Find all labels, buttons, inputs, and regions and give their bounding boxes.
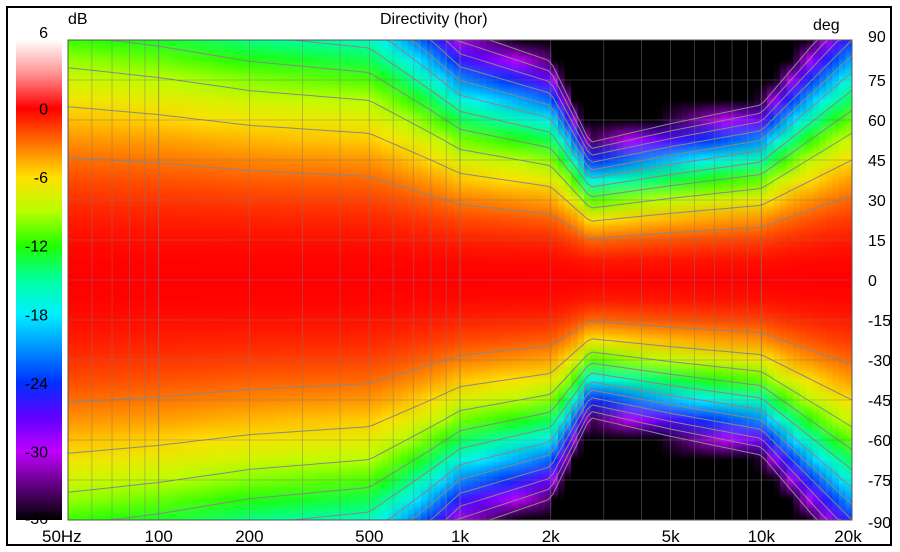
x-tick-label: 500 (355, 527, 383, 546)
y-tick-label: 0 (868, 273, 877, 290)
x-tick-label: 2k (542, 527, 560, 546)
x-tick-label: 1k (451, 527, 469, 546)
colorbar-tick-label: -18 (25, 307, 48, 324)
y-tick-label: 45 (868, 153, 886, 170)
plot-area-border (67, 39, 853, 521)
colorbar-tick-label: -36 (25, 511, 48, 528)
colorbar-tick-label: 6 (39, 25, 48, 42)
y-tick-label: -90 (868, 515, 891, 532)
colorbar-unit-label: dB (68, 11, 88, 28)
x-tick-label: 100 (145, 527, 173, 546)
y-tick-label: 60 (868, 113, 886, 130)
colorbar-tick-label: -24 (25, 376, 48, 393)
y-tick-label: 15 (868, 233, 886, 250)
x-tick-label: 5k (662, 527, 680, 546)
y-tick-label: 90 (868, 29, 886, 46)
contour-line (68, 417, 852, 520)
y-axis-unit-label: deg (813, 17, 840, 34)
x-tick-label: 20k (834, 527, 862, 546)
colorbar-tick-label: 0 (39, 102, 48, 119)
y-tick-label: -75 (868, 473, 891, 490)
colorbar-tick-label: -6 (34, 170, 48, 187)
x-tick-label: 50Hz (42, 527, 82, 546)
y-tick-label: -15 (868, 313, 891, 330)
colorbar-tick-label: -30 (25, 444, 48, 461)
y-tick-label: 75 (868, 73, 886, 90)
chart-title: Directivity (hor) (380, 11, 488, 28)
x-tick-label: 200 (235, 527, 263, 546)
colorbar-tick-label: -12 (25, 239, 48, 256)
y-tick-label: 30 (868, 193, 886, 210)
colorbar (16, 40, 62, 520)
y-tick-label: -60 (868, 433, 891, 450)
contour-line (68, 40, 852, 143)
x-tick-label: 10k (748, 527, 776, 546)
y-tick-label: -45 (868, 393, 891, 410)
y-tick-label: -30 (868, 353, 891, 370)
